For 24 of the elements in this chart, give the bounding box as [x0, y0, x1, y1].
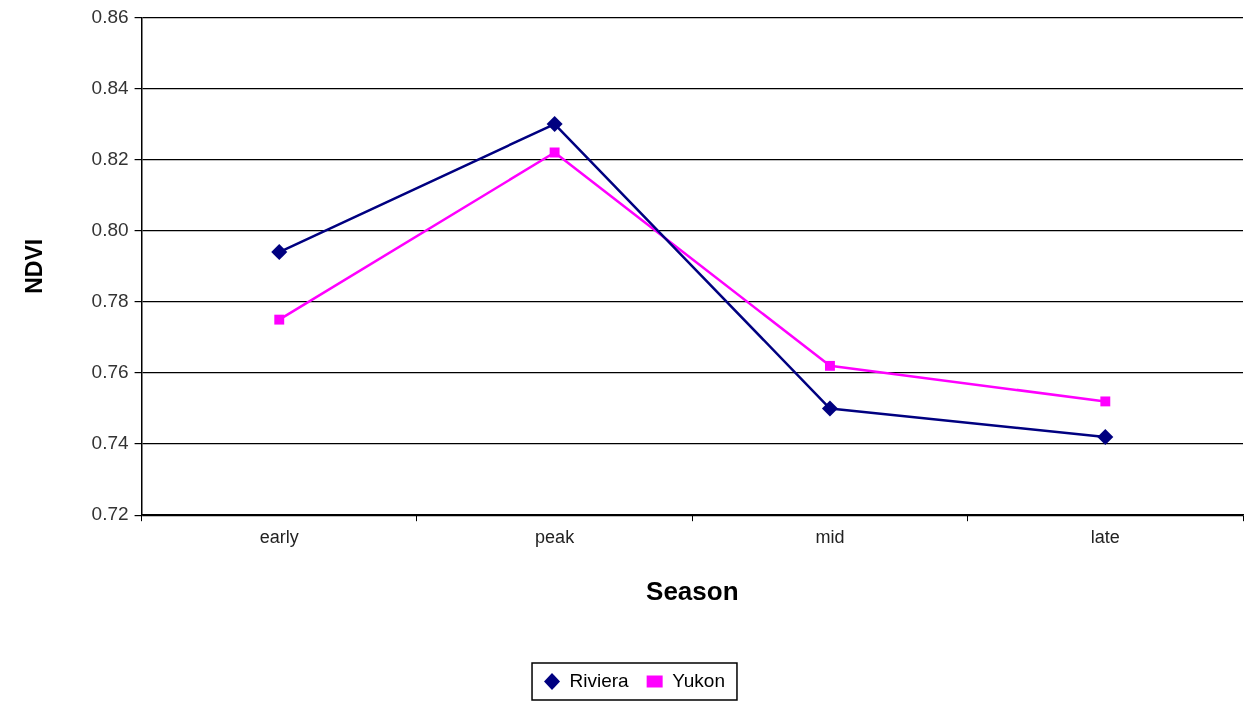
y-tick-label: 0.74: [91, 432, 130, 454]
point: [549, 147, 560, 158]
x-tick-label: late: [1090, 526, 1120, 547]
point: [825, 360, 835, 371]
point: [1100, 396, 1111, 407]
y-tick-label: 0.80: [91, 218, 129, 240]
legend-label: Riviera: [569, 669, 630, 691]
y-tick-label: 0.72: [91, 503, 129, 525]
y-axis-title: NDVI: [21, 238, 48, 294]
point: [271, 244, 288, 261]
x-axis-title: Season: [646, 575, 739, 606]
y-tick-label: 0.78: [91, 290, 129, 312]
x-tick-label: mid: [815, 526, 845, 547]
x-tick-label: early: [259, 526, 299, 547]
point: [821, 400, 838, 417]
y-tick-label: 0.76: [91, 361, 129, 383]
point: [546, 116, 563, 133]
point: [274, 314, 285, 325]
point: [1097, 428, 1114, 445]
legend-label: Yukon: [672, 669, 725, 691]
y-tick-label: 0.82: [91, 147, 129, 169]
y-tick-label: 0.86: [91, 5, 129, 27]
y-tick-label: 0.84: [91, 76, 130, 98]
x-tick-label: peak: [535, 526, 576, 547]
